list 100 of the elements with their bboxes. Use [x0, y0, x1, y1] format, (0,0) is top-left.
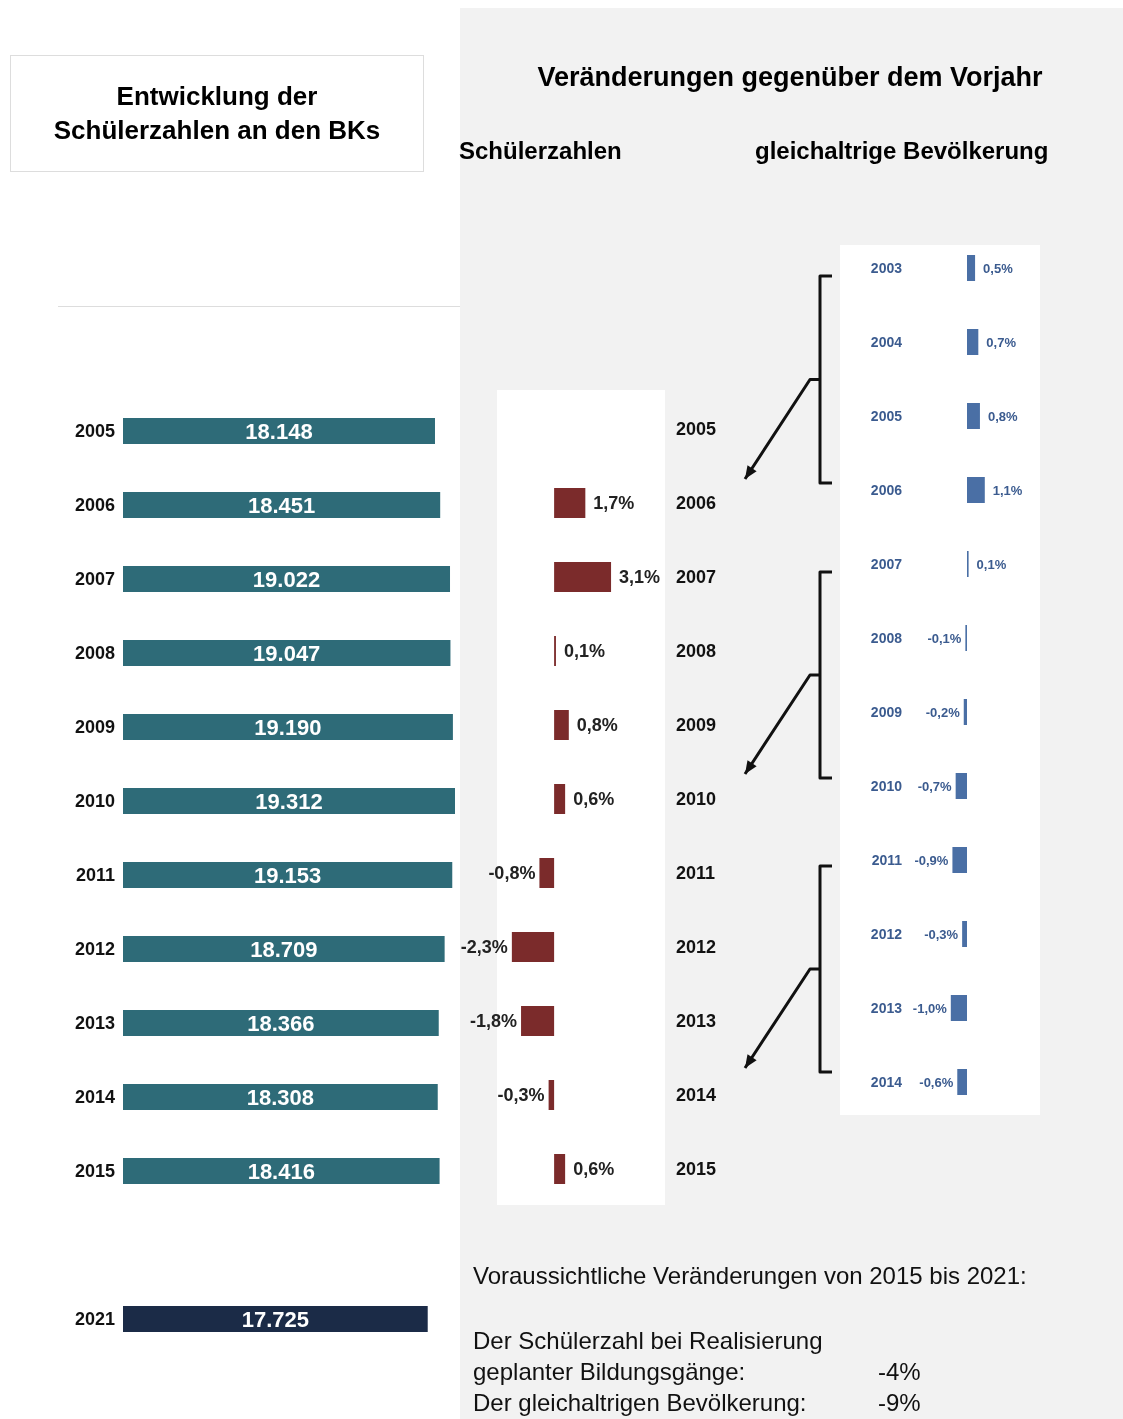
y-tick-label: 2013 — [870, 999, 903, 1016]
bar — [554, 784, 566, 814]
data-label: -0,2% — [925, 704, 961, 720]
bar — [957, 1069, 967, 1095]
bar — [950, 995, 967, 1021]
y-tick-label: 2010 — [676, 789, 717, 810]
bar — [963, 699, 967, 725]
y-tick-label: 2003 — [870, 259, 903, 276]
y-tick-label: 2009 — [74, 717, 115, 738]
text: Veränderungen gegenüber dem Vorjahr — [536, 62, 1044, 93]
data-label: 19.022 — [252, 566, 321, 592]
bar — [554, 488, 586, 518]
data-label: -1,8% — [470, 1011, 518, 1032]
data-label: 18.416 — [247, 1158, 315, 1184]
y-tick-label: 2008 — [676, 641, 717, 662]
y-tick-label: 2013 — [74, 1013, 115, 1034]
data-label: -2,3% — [460, 937, 508, 958]
bar — [123, 1010, 439, 1036]
data-label: 17.725 — [241, 1306, 310, 1332]
bar — [123, 418, 435, 444]
bar — [548, 1080, 555, 1110]
bar — [966, 403, 980, 429]
data-label: 1,1% — [992, 482, 1023, 498]
y-tick-label: 2012 — [74, 939, 115, 960]
y-tick-label: 2013 — [676, 1011, 717, 1032]
data-label: 0,7% — [986, 334, 1017, 350]
data-label: 0,1% — [563, 641, 605, 662]
y-tick-label: 2009 — [870, 703, 903, 720]
data-label: 0,8% — [987, 408, 1019, 424]
bar — [511, 932, 555, 962]
data-label: -0,1% — [927, 630, 962, 646]
y-tick-label: 2006 — [74, 495, 115, 516]
bar — [966, 477, 985, 503]
bar — [123, 1084, 438, 1110]
bar — [123, 714, 453, 740]
data-label: -0,3% — [924, 926, 959, 942]
bar — [123, 566, 451, 592]
bar — [123, 640, 451, 666]
data-label: 0,6% — [573, 1159, 615, 1180]
y-tick-label: 2021 — [74, 1309, 115, 1330]
data-label: 3,1% — [619, 567, 661, 588]
data-label: 19.047 — [253, 640, 321, 666]
data-label: -0,7% — [917, 778, 953, 794]
y-tick-label: 2014 — [74, 1087, 115, 1108]
data-label: -0,6% — [919, 1074, 954, 1090]
data-label: 18.451 — [247, 492, 316, 518]
data-label: 0,8% — [576, 715, 618, 736]
bar — [539, 858, 555, 888]
chart-title: Entwicklung der Schülerzahlen an den BKs — [10, 55, 424, 172]
y-tick-label: 2008 — [870, 629, 903, 646]
bar — [554, 710, 569, 740]
data-label: 19.190 — [254, 714, 322, 740]
data-label: -0,8% — [488, 863, 536, 884]
y-tick-label: 2006 — [870, 481, 903, 498]
y-tick-label: 2005 — [74, 421, 115, 442]
y-tick-label: 2005 — [676, 419, 717, 440]
y-tick-label: 2011 — [676, 863, 716, 884]
bar — [123, 492, 441, 518]
y-tick-label: 2012 — [870, 925, 903, 942]
y-tick-label: 2015 — [676, 1159, 717, 1180]
data-label: 19.153 — [253, 862, 322, 888]
y-tick-label: 2006 — [676, 493, 717, 514]
text: Der Schülerzahl bei Realisierung geplanter Bildungsgänge: — [473, 1326, 824, 1388]
chart-title: Schülerzahlen — [459, 137, 622, 165]
y-tick-label: 2009 — [676, 715, 717, 736]
bar — [966, 255, 976, 281]
bar — [123, 1306, 428, 1332]
bar — [554, 1154, 566, 1184]
bar — [123, 936, 445, 962]
y-tick-label: 2011 — [75, 865, 115, 886]
bar — [952, 847, 967, 873]
text: Der gleichaltrigen Bevölkerung: — [473, 1388, 808, 1419]
data-label: 1,7% — [593, 493, 635, 514]
bar — [554, 562, 612, 592]
y-tick-label: 2015 — [74, 1161, 115, 1182]
data-label: 0,5% — [983, 260, 1014, 276]
data-label: 18.148 — [245, 418, 313, 444]
y-tick-label: 2010 — [74, 791, 115, 812]
data-label: -0,9% — [914, 852, 949, 868]
data-label: 18.709 — [250, 936, 318, 962]
data-label: 18.366 — [247, 1010, 315, 1036]
text: -4% — [877, 1357, 922, 1388]
bar — [962, 921, 967, 947]
y-tick-label: 2005 — [870, 407, 903, 424]
y-tick-label: 2007 — [676, 567, 717, 588]
y-tick-label: 2008 — [74, 643, 115, 664]
bar — [966, 329, 979, 355]
data-label: 19.312 — [255, 788, 323, 814]
text: Voraussichtliche Veränderungen von 2015 bis 2021: — [473, 1262, 1027, 1290]
data-label: -1,0% — [912, 1000, 948, 1016]
y-tick-label: 2007 — [870, 555, 903, 572]
data-label: -0,3% — [497, 1085, 545, 1106]
bar — [123, 788, 455, 814]
y-tick-label: 2007 — [74, 569, 115, 590]
text: -9% — [877, 1388, 922, 1419]
data-label: 18.308 — [246, 1084, 315, 1110]
data-label: 0,6% — [573, 789, 615, 810]
bar — [955, 773, 967, 799]
data-label: 0,1% — [976, 556, 1007, 572]
bar — [123, 862, 453, 888]
